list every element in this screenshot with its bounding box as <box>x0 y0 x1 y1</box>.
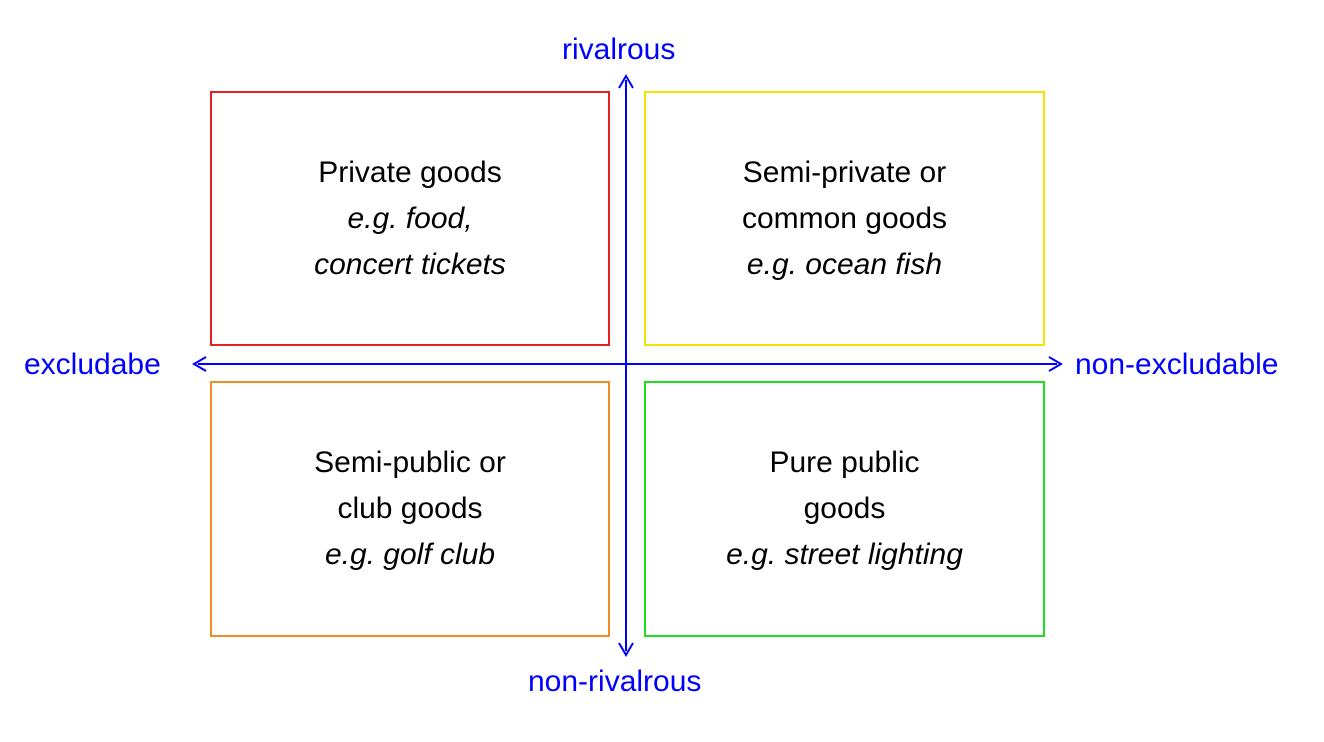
quadrant-title-line: club goods <box>337 492 483 525</box>
private-goods-box: Private goods e.g. food, concert tickets <box>210 91 610 346</box>
quadrant-example-line: concert tickets <box>314 247 506 281</box>
non-excludable-label: non-excludable <box>1075 348 1279 381</box>
rivalrous-label: rivalrous <box>562 33 676 66</box>
quadrant-title-line: goods <box>803 492 886 525</box>
excludable-label: excludabe <box>24 348 161 381</box>
quadrant-example-line: e.g. food, <box>347 201 473 235</box>
rivalrous-arrowhead-icon <box>618 74 634 89</box>
quadrant-example-line: e.g. ocean fish <box>746 247 943 281</box>
non-excludable-arrowhead-icon <box>1048 356 1063 372</box>
non-rivalrous-arrowhead-icon <box>618 642 634 657</box>
quadrant-example-line: e.g. street lighting <box>726 538 963 571</box>
club-goods-box: Semi-public or club goods e.g. golf club <box>210 381 610 637</box>
quadrant-example-line: e.g. golf club <box>324 538 496 571</box>
quadrant-title-line: Private goods <box>318 155 502 189</box>
public-goods-box: Pure public goods e.g. street lighting <box>644 381 1045 637</box>
quadrant-title-line: common goods <box>741 201 948 235</box>
quadrant-title-line: Semi-public or <box>314 446 506 479</box>
excludable-arrowhead-icon <box>192 356 207 372</box>
quadrant-title-line: Semi-private or <box>742 155 947 189</box>
quadrant-title-line: Pure public <box>769 446 920 479</box>
non-rivalrous-label: non-rivalrous <box>528 665 702 698</box>
common-goods-box: Semi-private or common goods e.g. ocean … <box>644 91 1045 346</box>
